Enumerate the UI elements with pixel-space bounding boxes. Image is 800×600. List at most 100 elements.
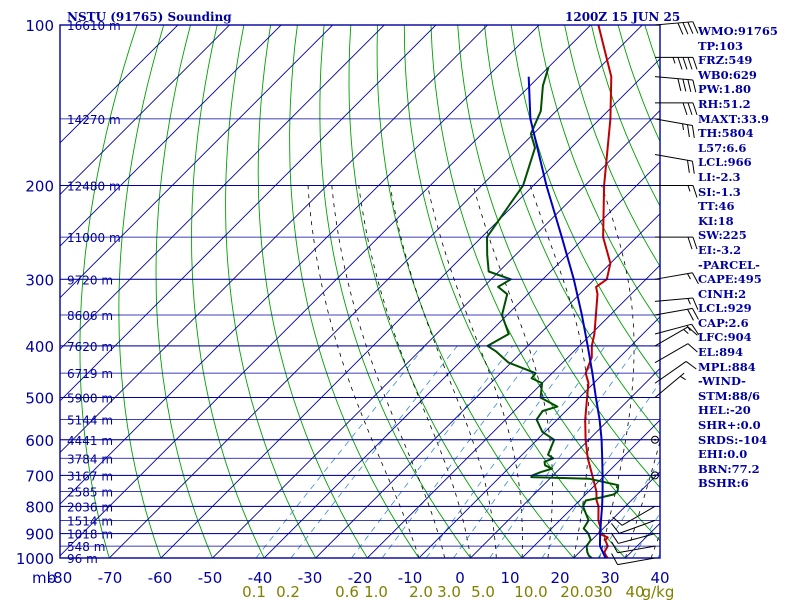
index-value: WB0:629 <box>698 67 757 82</box>
parcel-profile <box>527 76 607 558</box>
height-label: 96 m <box>67 552 98 566</box>
isotherm <box>60 25 282 247</box>
barb-flag <box>682 57 688 70</box>
mixing-ratio-label: 5.0 <box>471 583 495 600</box>
isotherm <box>60 25 179 144</box>
barb-flag <box>687 343 698 353</box>
height-label: 5144 m <box>67 414 113 428</box>
indices-panel: WMO:91765 TP:103 FRZ:549 WB0:629 PW:1.80 RH:5… <box>698 24 778 491</box>
index-value: BRN:77.2 <box>698 461 760 476</box>
barb-flag <box>691 272 699 285</box>
barb-flag <box>685 361 697 370</box>
barb-staff <box>654 343 689 364</box>
barb-flag <box>692 21 699 34</box>
wind-barb <box>651 435 659 444</box>
isotherm <box>469 367 660 558</box>
isotherm <box>418 316 660 558</box>
pressure-tick-label: 100 <box>25 17 54 35</box>
dry-adiabat <box>403 25 626 558</box>
station-title: NSTU (91765) Sounding <box>67 10 232 24</box>
pressure-tick-label: 900 <box>25 526 54 544</box>
barb-flag <box>687 326 698 336</box>
wind-barb <box>610 532 656 544</box>
height-label: 8606 m <box>67 309 113 323</box>
index-value: EI:-3.2 <box>698 242 742 257</box>
barb-staff <box>654 361 687 384</box>
temperature-tick-label: 10 <box>500 569 519 587</box>
calm-wind-dot <box>654 474 656 477</box>
index-value: HEL:-20 <box>698 403 751 418</box>
temperature-tick-label: 0 <box>455 569 465 587</box>
barb-flag <box>692 236 698 250</box>
barb-flag <box>611 523 620 534</box>
moist-adiabat <box>331 185 446 558</box>
wind-barb <box>654 326 698 347</box>
mixing-ratio-line <box>489 345 639 558</box>
dry-adiabat <box>457 25 660 489</box>
pressure-tick-label: 600 <box>25 432 54 450</box>
barb-staff <box>654 118 693 126</box>
mixing-ratio-label: 3.0 <box>437 583 461 600</box>
barb-flag <box>687 79 692 92</box>
barb-staff <box>654 326 689 347</box>
barb-flag <box>611 553 619 565</box>
barb-flag <box>612 516 623 526</box>
barb-flag <box>610 532 619 544</box>
mixing-ratio-label: 0.6 <box>335 583 359 600</box>
barb-staff <box>617 545 656 554</box>
mixing-ratio-label: 30 <box>593 583 612 600</box>
barb-half-flag <box>687 298 691 305</box>
barb-flag <box>691 125 695 139</box>
wind-barb <box>654 272 699 285</box>
wind-barb <box>612 505 656 526</box>
height-label: 548 m <box>67 540 105 554</box>
plot-area <box>60 25 660 558</box>
dry-adiabat <box>348 25 523 558</box>
barb-staff <box>654 272 693 280</box>
temperature-tick-label: -10 <box>398 569 423 587</box>
wind-barb <box>654 154 695 174</box>
height-label: 12480 m <box>67 179 121 193</box>
index-value: CAP:2.6 <box>698 315 749 330</box>
pressure-tick-label: 200 <box>25 177 54 195</box>
isotherm <box>160 58 660 558</box>
dry-adiabat <box>376 25 575 558</box>
dry-adiabat <box>225 25 317 558</box>
temperature-tick-label: -80 <box>48 569 73 587</box>
dry-adiabat <box>564 25 660 268</box>
barb-half-flag <box>672 57 676 64</box>
index-value: TH:5804 <box>698 126 754 141</box>
index-value: STM:88/6 <box>698 388 761 403</box>
moist-adiabat <box>624 440 660 558</box>
wind-barb <box>655 102 698 116</box>
isotherm <box>366 264 660 558</box>
barb-flag <box>692 102 698 116</box>
isotherm <box>60 25 437 402</box>
dry-adiabat <box>289 25 420 558</box>
plot-frame <box>59 24 661 559</box>
height-label: 16610 m <box>67 19 121 33</box>
barb-flag <box>692 297 699 310</box>
isotherm <box>60 25 592 557</box>
wind-barb <box>654 21 699 35</box>
index-value: SRDS:-104 <box>698 432 768 447</box>
barb-flag <box>692 79 697 93</box>
dry-adiabat <box>118 25 165 558</box>
height-label: 1514 m <box>67 514 113 528</box>
index-value: WMO:91765 <box>698 24 778 38</box>
isotherm <box>573 471 660 558</box>
index-value: SI:-1.3 <box>698 184 741 199</box>
barb-flag <box>691 323 700 336</box>
wind-barb <box>655 236 698 250</box>
height-label: 11000 m <box>67 231 121 245</box>
temperature-tick-label: 40 <box>650 569 669 587</box>
barb-flag <box>677 57 683 70</box>
barb-flag <box>687 236 693 250</box>
barb-flag <box>692 57 698 70</box>
barb-half-flag <box>683 329 689 334</box>
height-label: 3167 m <box>67 469 113 483</box>
temperature-tick-label: -30 <box>298 569 323 587</box>
wind-barb <box>654 297 699 310</box>
index-value: KI:18 <box>698 213 734 228</box>
